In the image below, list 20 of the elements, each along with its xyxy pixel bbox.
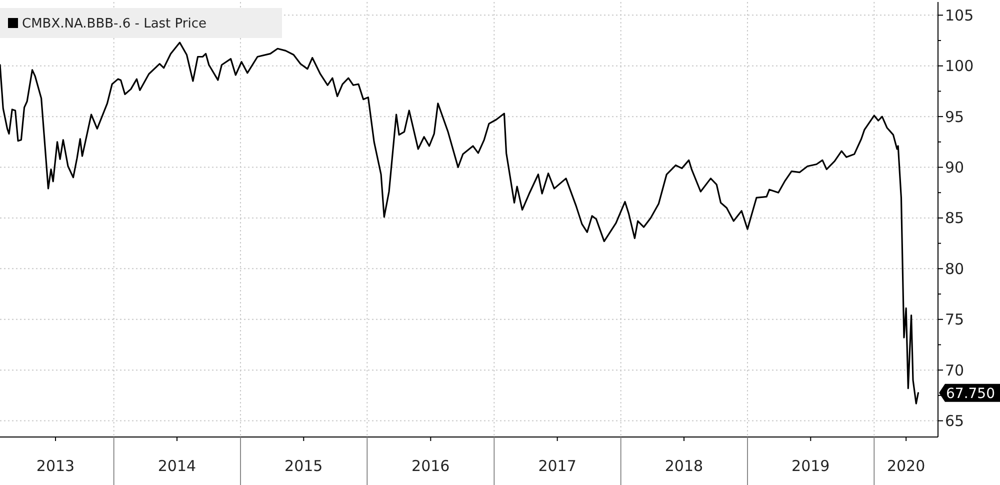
x-tick-label: 2019 (792, 457, 830, 475)
line-series (0, 42, 920, 404)
y-tick-label: 85 (945, 209, 964, 228)
y-tick-label: 65 (945, 412, 964, 430)
x-tick-label: 2018 (664, 457, 704, 475)
y-tick-label: 70 (945, 361, 964, 380)
legend-label: CMBX.NA.BBB-.6 - Last Price (22, 16, 207, 32)
x-tick-label: 2015 (284, 457, 323, 475)
x-tick-label: 2013 (36, 457, 75, 475)
x-tick-label: 2016 (412, 457, 450, 475)
y-tick-label: 80 (945, 260, 964, 278)
y-tick-label: 95 (945, 108, 964, 126)
y-tick-label: 100 (945, 57, 974, 76)
x-tick-label: 2020 (886, 457, 926, 475)
annotation: 67.750 (946, 386, 995, 402)
y-tick-label: 75 (945, 310, 964, 329)
x-tick-label: 2017 (538, 457, 576, 475)
y-tick-label: 105 (945, 6, 974, 24)
x-tick-label: 2014 (158, 457, 196, 475)
y-tick-label: 90 (945, 158, 964, 177)
